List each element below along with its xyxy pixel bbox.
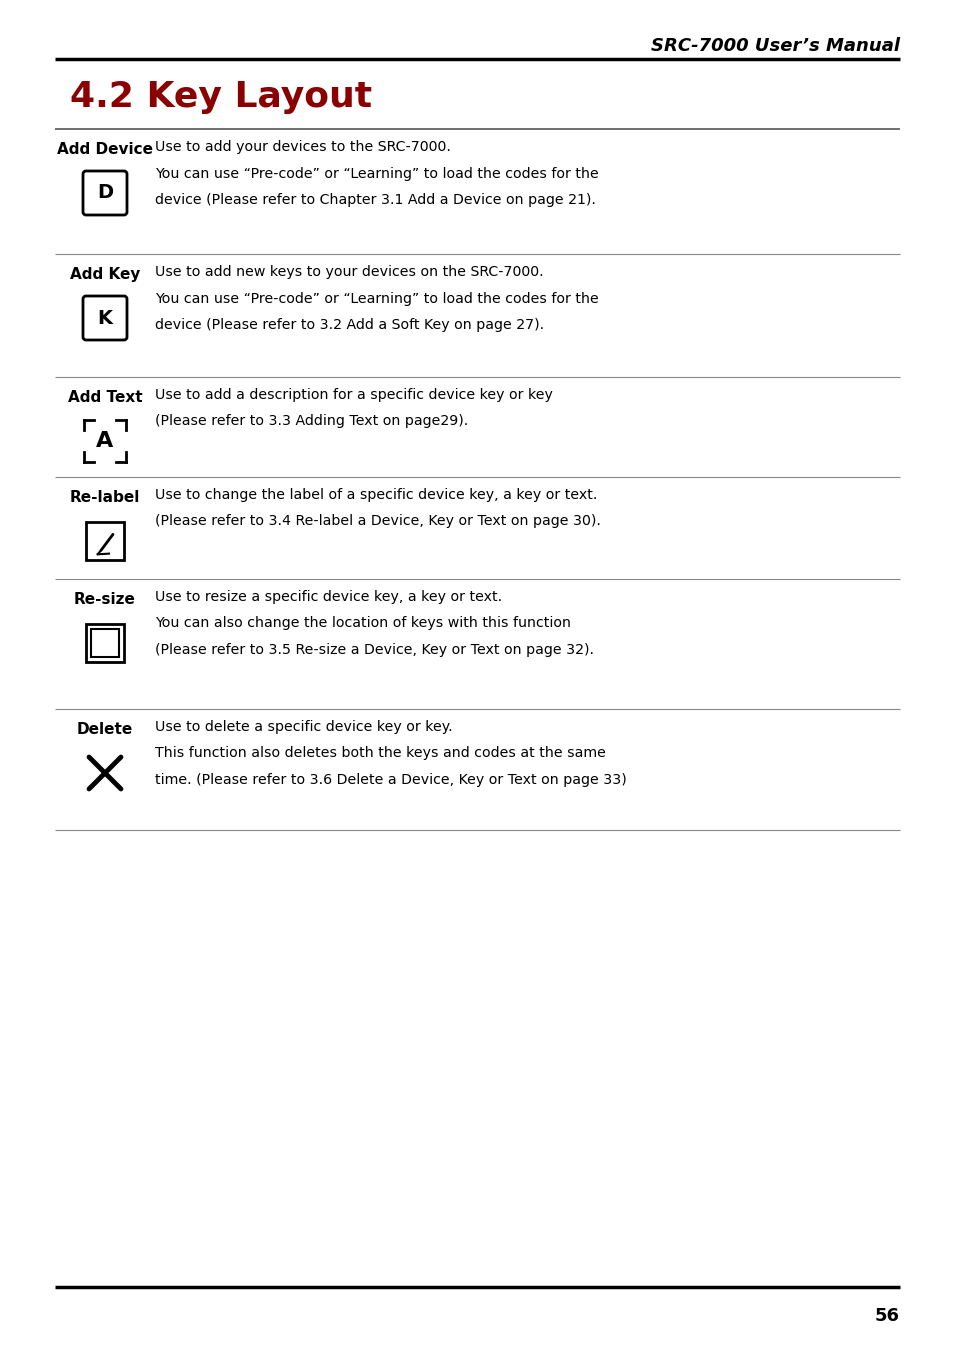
Text: SRC-7000 User’s Manual: SRC-7000 User’s Manual — [650, 37, 899, 55]
Text: Delete: Delete — [77, 722, 133, 737]
Text: (Please refer to 3.4 Re-label a Device, Key or Text on page 30).: (Please refer to 3.4 Re-label a Device, … — [154, 515, 600, 529]
Text: You can also change the location of keys with this function: You can also change the location of keys… — [154, 617, 571, 630]
Text: D: D — [97, 184, 113, 203]
Text: You can use “Pre-code” or “Learning” to load the codes for the: You can use “Pre-code” or “Learning” to … — [154, 292, 598, 306]
Text: Add Text: Add Text — [68, 389, 142, 406]
FancyBboxPatch shape — [83, 296, 127, 339]
Text: A: A — [96, 431, 113, 452]
FancyBboxPatch shape — [83, 170, 127, 215]
Text: K: K — [97, 308, 112, 327]
Text: Use to delete a specific device key or key.: Use to delete a specific device key or k… — [154, 721, 452, 734]
Text: This function also deletes both the keys and codes at the same: This function also deletes both the keys… — [154, 746, 605, 760]
Text: Use to add new keys to your devices on the SRC-7000.: Use to add new keys to your devices on t… — [154, 265, 543, 279]
Text: Use to change the label of a specific device key, a key or text.: Use to change the label of a specific de… — [154, 488, 597, 502]
Text: Add Key: Add Key — [70, 266, 140, 283]
Text: 4.2 Key Layout: 4.2 Key Layout — [70, 80, 372, 114]
Text: You can use “Pre-code” or “Learning” to load the codes for the: You can use “Pre-code” or “Learning” to … — [154, 166, 598, 181]
Text: Use to add a description for a specific device key or key: Use to add a description for a specific … — [154, 388, 553, 402]
Text: time. (Please refer to 3.6 Delete a Device, Key or Text on page 33): time. (Please refer to 3.6 Delete a Devi… — [154, 773, 626, 787]
Bar — [91, 629, 119, 657]
Text: Re-label: Re-label — [70, 489, 140, 506]
Text: (Please refer to 3.3 Adding Text on page29).: (Please refer to 3.3 Adding Text on page… — [154, 415, 468, 429]
Text: (Please refer to 3.5 Re-size a Device, Key or Text on page 32).: (Please refer to 3.5 Re-size a Device, K… — [154, 644, 594, 657]
Text: Use to add your devices to the SRC-7000.: Use to add your devices to the SRC-7000. — [154, 141, 451, 154]
Text: Re-size: Re-size — [74, 592, 135, 607]
Text: Use to resize a specific device key, a key or text.: Use to resize a specific device key, a k… — [154, 589, 501, 604]
Bar — [86, 625, 124, 662]
Bar — [86, 522, 124, 560]
Text: device (Please refer to 3.2 Add a Soft Key on page 27).: device (Please refer to 3.2 Add a Soft K… — [154, 318, 543, 333]
Text: device (Please refer to Chapter 3.1 Add a Device on page 21).: device (Please refer to Chapter 3.1 Add … — [154, 193, 596, 207]
Text: Add Device: Add Device — [57, 142, 152, 157]
Text: 56: 56 — [874, 1307, 899, 1325]
